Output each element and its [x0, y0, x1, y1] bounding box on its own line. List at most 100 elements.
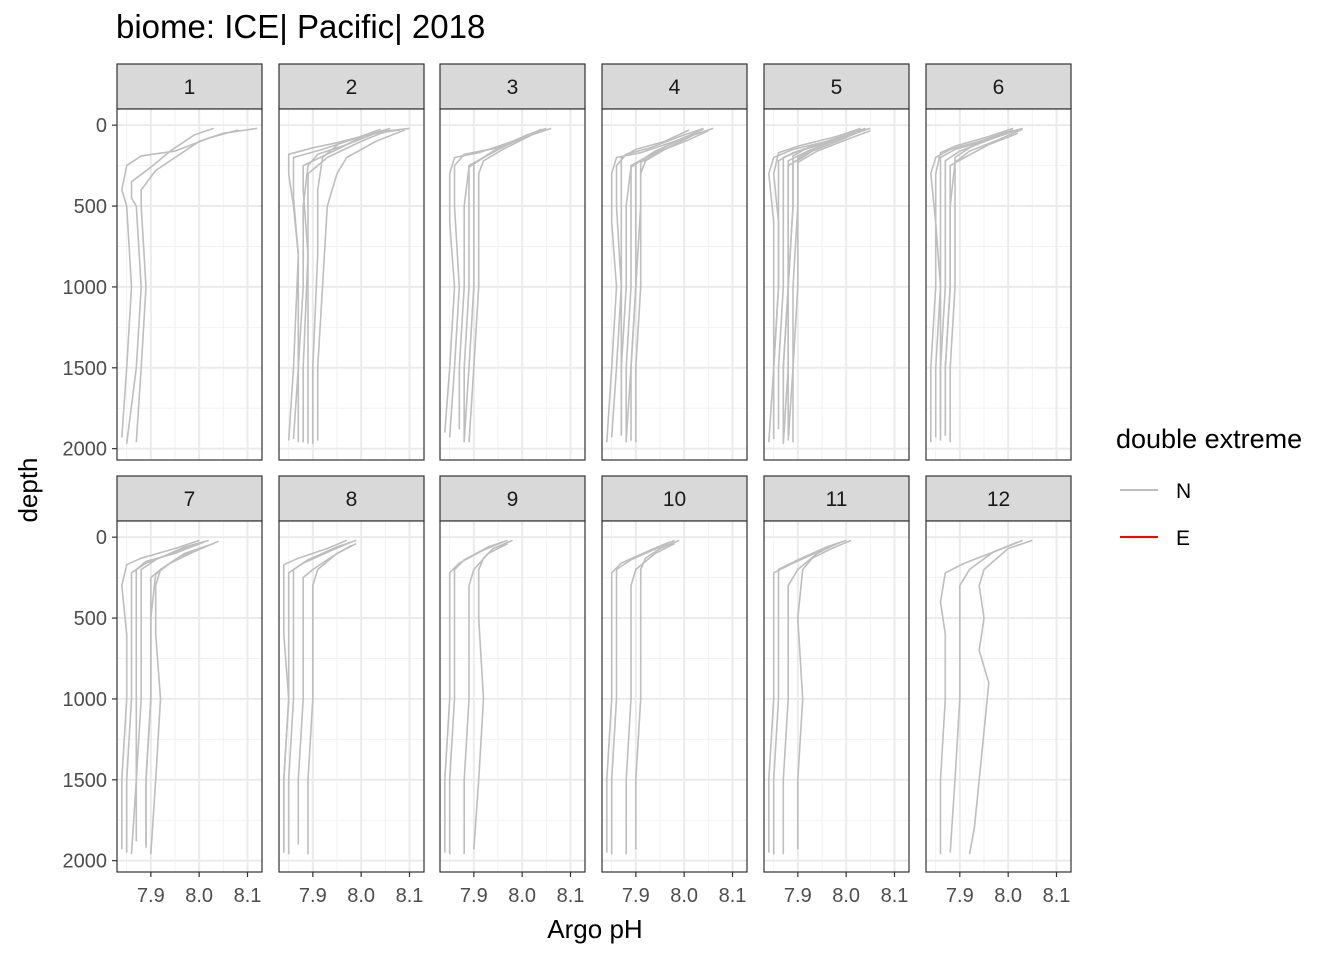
x-tick-label: 8.0	[508, 885, 536, 907]
panel-border	[278, 520, 425, 873]
panel-border	[439, 520, 586, 873]
profile-line	[606, 130, 700, 443]
facet-strip	[763, 63, 910, 110]
x-tick-label: 7.9	[622, 885, 650, 907]
facet-strip-label: 3	[507, 76, 519, 99]
profile-line	[949, 541, 1019, 853]
panel-border	[763, 520, 910, 873]
facet-panel-7: 7	[116, 475, 263, 873]
facet-strip-label: 5	[831, 76, 843, 99]
profile-line	[625, 542, 675, 855]
profile-line	[610, 127, 704, 438]
facet-strip	[439, 63, 586, 110]
profile-line	[125, 127, 214, 444]
panel-border	[925, 520, 1072, 873]
profile-line	[444, 130, 538, 433]
profile-line	[283, 539, 348, 850]
profile-lines	[287, 127, 410, 444]
legend-title: double extreme	[1116, 424, 1302, 454]
facet-panel-5: 5	[763, 63, 910, 461]
panel-border	[116, 108, 263, 461]
facet-panel-4: 4	[601, 63, 748, 461]
x-tick-label: 7.9	[946, 885, 974, 907]
x-tick-label: 7.9	[137, 885, 165, 907]
facet-strip-label: 2	[346, 76, 358, 99]
facet-strip-label: 7	[184, 488, 196, 511]
profile-lines	[444, 539, 513, 855]
profile-line	[610, 539, 675, 855]
profile-line	[939, 129, 1014, 430]
axes: 0 500 1000 1500 2000 7.9 8.0 8.1 0 500 1000 1500 200…	[13, 115, 1070, 944]
panel-border	[439, 108, 586, 461]
panel-background	[440, 109, 585, 460]
profile-lines	[768, 539, 852, 855]
profile-line	[297, 544, 352, 845]
profile-line	[145, 540, 219, 848]
x-tick-label: 8.0	[670, 885, 698, 907]
profile-line	[125, 541, 205, 853]
profile-line	[287, 128, 381, 441]
y-tick-label: 2000	[63, 851, 108, 873]
legend-label: N	[1176, 480, 1191, 503]
profile-lines	[930, 127, 1024, 443]
panel-background	[602, 521, 747, 872]
x-tick-label: 8.1	[396, 885, 424, 907]
x-tick-label: 8.1	[1043, 885, 1071, 907]
x-tick-label: 8.1	[557, 885, 585, 907]
x-tick-label: 8.0	[185, 885, 213, 907]
profile-lines	[939, 539, 1033, 855]
profile-line	[772, 539, 847, 855]
profile-line	[135, 541, 205, 842]
profile-line	[782, 127, 866, 444]
y-axis-title: depth	[13, 457, 43, 522]
profile-line	[121, 539, 200, 850]
legend: double extreme N E	[1116, 424, 1302, 550]
legend-label: E	[1176, 527, 1190, 550]
profile-line	[930, 130, 1009, 443]
profile-line	[944, 128, 1024, 436]
y-tick-label: 500	[74, 608, 107, 630]
profile-line	[635, 539, 680, 850]
x-tick-label: 8.1	[719, 885, 747, 907]
panel-background	[117, 521, 262, 872]
profile-line	[473, 539, 513, 850]
gridlines	[602, 521, 747, 872]
facet-panel-11: 11	[763, 475, 910, 873]
gridlines	[926, 109, 1071, 460]
x-tick-label: 8.0	[994, 885, 1022, 907]
profile-line	[130, 539, 210, 855]
facet-strip	[278, 475, 425, 522]
profile-lines	[121, 539, 219, 855]
profile-lines	[121, 127, 258, 444]
y-tick-label: 0	[96, 527, 107, 549]
facet-strip-label: 1	[184, 76, 196, 99]
panel-border	[601, 108, 748, 461]
panel-border	[278, 108, 425, 461]
facet-panel-6: 6	[925, 63, 1072, 461]
facet-strip-label: 11	[826, 488, 848, 511]
panel-background	[602, 109, 747, 460]
profile-line	[939, 539, 1023, 855]
legend-entry: E	[1120, 527, 1190, 550]
profile-line	[297, 132, 376, 443]
facet-panel-8: 8	[278, 475, 425, 873]
facet-panel-9: 9	[439, 475, 586, 873]
x-tick-label: 8.0	[347, 885, 375, 907]
panel-border	[601, 520, 748, 873]
facet-panel-1: 1	[116, 63, 263, 461]
profile-line	[782, 542, 837, 855]
profile-lines	[606, 539, 680, 855]
facet-strip-label: 6	[993, 76, 1005, 99]
facet-panels: 1 2 3 4 5 67 8 9 10 11 12	[116, 63, 1072, 873]
facet-strip-label: 10	[663, 488, 686, 511]
profile-line	[768, 541, 842, 853]
y-tick-label: 500	[74, 196, 107, 218]
gridlines	[279, 109, 424, 460]
x-axis-title: Argo pH	[547, 914, 642, 944]
facet-panel-10: 10	[601, 475, 748, 873]
facet-strip	[116, 63, 263, 110]
panel-background	[279, 109, 424, 460]
profile-line	[797, 539, 852, 850]
profile-lines	[768, 127, 871, 444]
